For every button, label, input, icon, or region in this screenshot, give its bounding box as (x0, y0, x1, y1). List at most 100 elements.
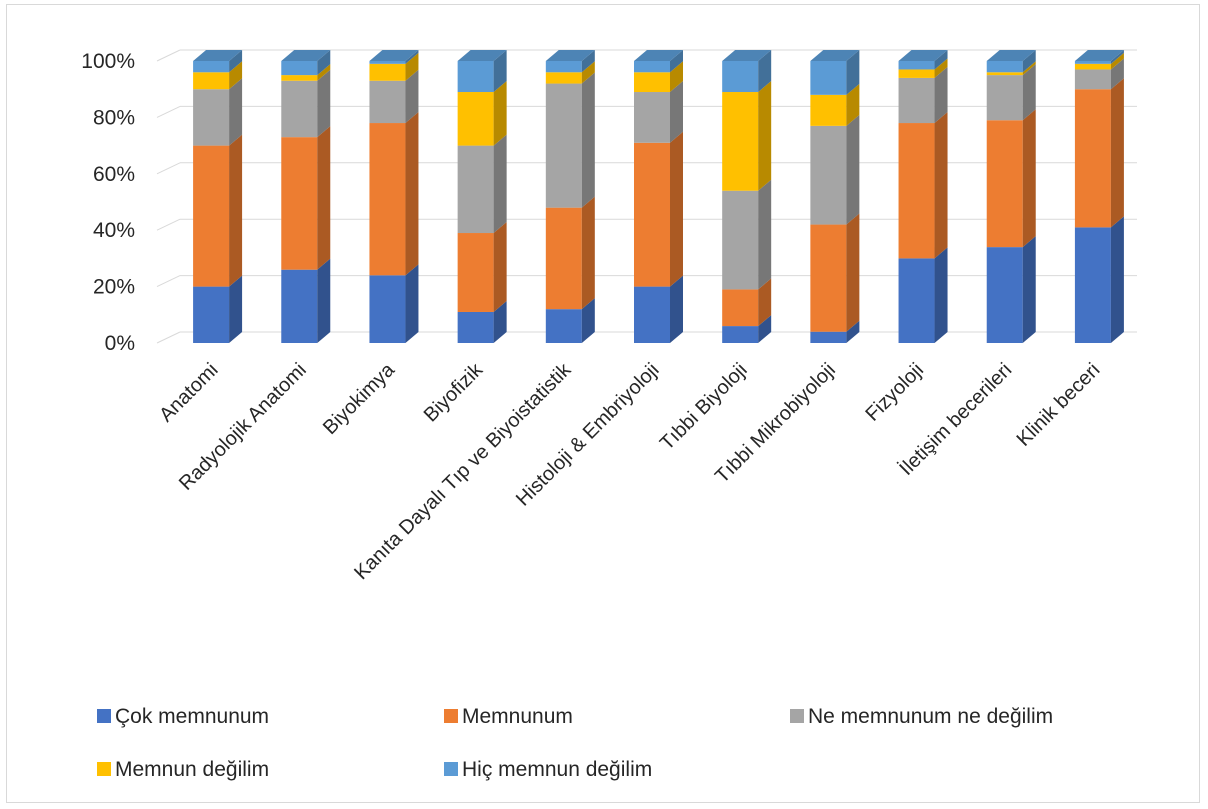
bar-side (317, 69, 331, 138)
bar-segment (986, 64, 1036, 121)
bar-front (281, 137, 318, 270)
bar-side (670, 81, 683, 143)
bar-segment (281, 126, 331, 270)
bar-segment (369, 264, 419, 343)
bar-stack (722, 50, 772, 343)
bar-front (810, 224, 847, 332)
bar-side (405, 69, 419, 124)
y-tick-label: 60% (93, 163, 135, 186)
bar-side (493, 222, 507, 312)
bar-side (670, 61, 683, 93)
bar-front (722, 190, 759, 290)
bar-top (281, 50, 331, 61)
bar-front (457, 145, 494, 234)
bar-segment (545, 61, 595, 84)
bar-segment (634, 61, 683, 93)
bar-top (369, 50, 419, 61)
bar-segment (722, 278, 772, 327)
x-category-label: Anatomi (155, 359, 222, 426)
legend-item: Ne memnunum ne değilim (790, 705, 1053, 728)
legend-swatch (97, 762, 111, 776)
gridline-slant (156, 49, 181, 62)
bar-front (898, 77, 935, 124)
bar-segment (722, 81, 772, 191)
gridline-slant (156, 331, 181, 344)
bar-side (1022, 236, 1036, 343)
bar-side (1022, 50, 1036, 73)
bar-top (457, 50, 507, 61)
bar-segment (722, 50, 772, 93)
gridline-slant (156, 162, 181, 175)
bar-segment (545, 196, 595, 310)
bar-front (545, 309, 582, 343)
bar-side (317, 126, 331, 270)
bar-stack (898, 50, 948, 343)
bar-segment (898, 247, 948, 343)
bar-front (281, 75, 318, 81)
bar-stack (369, 50, 419, 343)
bar-stack (1074, 50, 1124, 343)
bar-front (810, 125, 847, 225)
bar-side (1022, 61, 1036, 76)
bar-side (229, 78, 243, 146)
bar-front (722, 61, 759, 93)
bar-segment (634, 275, 683, 343)
bar-segment (810, 320, 860, 343)
x-category-label: Biyokimya (319, 358, 400, 439)
bar-front (898, 61, 935, 70)
bar-side (934, 247, 948, 343)
bar-side (1110, 78, 1124, 228)
bar-front (898, 69, 935, 78)
gridline-slant (156, 105, 181, 118)
bar-front (369, 63, 406, 81)
bars (193, 50, 1124, 343)
bar-side (405, 50, 419, 64)
bar-stack (193, 50, 243, 343)
bar-front (1074, 63, 1111, 70)
bar-front (369, 61, 406, 64)
y-axis-ticks: 0% 20% 40% 60% 80% 100% (81, 50, 135, 355)
bar-front (722, 326, 759, 343)
legend-label: Ne memnunum ne değilim (808, 705, 1053, 728)
bar-front (545, 61, 582, 73)
bar-front (634, 72, 670, 93)
bar-side (846, 50, 860, 95)
bar-side (1022, 64, 1036, 121)
x-category-label: Klinik beceri (1013, 359, 1105, 451)
bar-front (369, 123, 406, 276)
legend-label: Memnun değilim (115, 758, 269, 781)
bar-front (457, 311, 494, 343)
legend-label: Hiç memnun değilim (462, 758, 652, 781)
bar-segment (281, 69, 331, 138)
legend-item: Memnun değilim (97, 758, 269, 781)
bar-segment (1074, 78, 1124, 228)
bar-segment (1074, 216, 1124, 343)
bar-side (493, 134, 507, 234)
bar-segment (898, 112, 948, 259)
bar-segment (986, 61, 1036, 76)
bar-segment (457, 134, 507, 234)
bar-segment (457, 300, 507, 343)
bar-segment (1074, 58, 1124, 90)
bar-segment (281, 258, 331, 343)
bar-side (1110, 216, 1124, 343)
bar-segment (457, 50, 507, 93)
legend-swatch (97, 709, 111, 723)
bar-front (1074, 89, 1111, 228)
bar-side (1110, 52, 1124, 70)
bar-front (193, 89, 230, 146)
bar-side (846, 213, 860, 332)
bar-segment (634, 81, 683, 143)
chart-frame: 0% 20% 40% 60% 80% 100% Anatomi Radyolojik Ana… (6, 4, 1200, 803)
bar-segment (898, 50, 948, 70)
bar-stack (545, 50, 595, 343)
y-tick-label: 100% (81, 50, 135, 73)
bar-segment (986, 109, 1036, 248)
bar-front (634, 142, 670, 287)
bar-side (581, 196, 595, 310)
bar-stack (281, 50, 331, 343)
bar-segment (722, 179, 772, 290)
bar-segment (810, 83, 860, 126)
bar-front (457, 233, 494, 312)
bar-segment (898, 66, 948, 124)
